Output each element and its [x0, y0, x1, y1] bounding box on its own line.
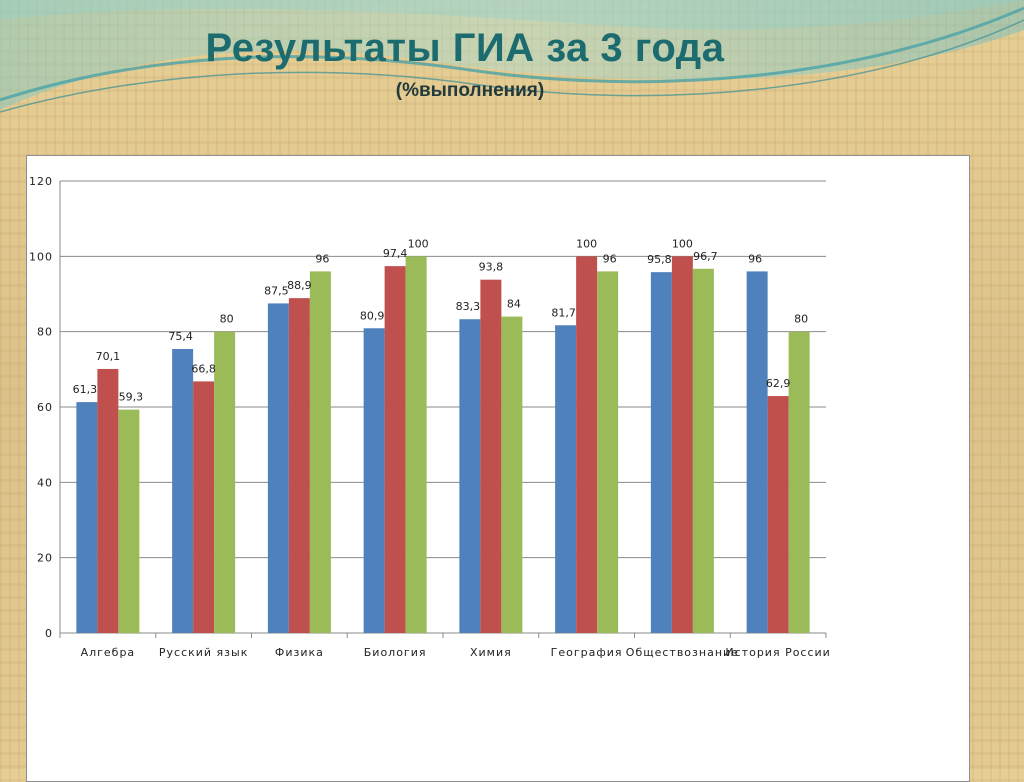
data-label: 100	[576, 237, 597, 250]
data-label: 80,9	[360, 309, 385, 322]
bar	[118, 409, 140, 633]
bar	[309, 271, 331, 633]
data-label: 83,3	[456, 300, 481, 313]
data-label: 95,8	[647, 253, 672, 266]
x-category-label: География	[551, 646, 623, 659]
bar	[76, 402, 98, 633]
data-label: 70,1	[96, 350, 121, 363]
data-label: 97,4	[383, 247, 408, 260]
bar	[788, 331, 810, 633]
y-tick-label: 100	[29, 250, 53, 263]
y-tick-label: 20	[37, 552, 53, 565]
page-title: Результаты ГИА за 3 года	[205, 26, 725, 70]
bar	[555, 325, 577, 633]
bar-chart: 0 20 40 60 80 100 120 61,3 75,4 87,5 80,9 83,3 81,7 9…	[29, 175, 830, 659]
x-category-label: Биология	[364, 646, 427, 659]
bar	[650, 272, 672, 633]
data-label: 96	[748, 252, 762, 265]
chart-area: 0 20 40 60 80 100 120 61,3 75,4 87,5 80,9 83,3 81,7 9…	[26, 155, 970, 782]
x-category-label: Физика	[275, 646, 324, 659]
data-label: 96	[315, 252, 329, 265]
bar	[193, 381, 215, 633]
bar	[767, 396, 789, 633]
bar	[576, 256, 598, 633]
decorative-swoosh	[0, 0, 1024, 113]
bar	[172, 348, 194, 633]
bar	[597, 271, 619, 633]
bar	[214, 331, 236, 633]
data-label: 66,8	[191, 362, 216, 375]
y-tick-label: 60	[37, 401, 53, 414]
bar	[97, 368, 119, 633]
data-label: 88,9	[287, 279, 312, 292]
x-category-label: Обществознание	[626, 646, 739, 659]
y-tick-label: 40	[37, 476, 53, 489]
x-category-label: История России	[725, 646, 830, 659]
y-tick-label: 120	[29, 175, 53, 188]
y-tick-label: 0	[45, 627, 53, 640]
x-category-label: Химия	[470, 646, 512, 659]
page-subtitle: (%выполнения)	[395, 80, 545, 101]
data-label: 100	[672, 237, 693, 250]
bar	[405, 256, 427, 633]
data-label: 96	[603, 252, 617, 265]
data-label: 80	[794, 313, 808, 326]
bar	[746, 271, 768, 633]
data-label: 87,5	[264, 284, 289, 297]
data-label: 75,4	[168, 330, 193, 343]
x-category-label: Русский язык	[159, 646, 248, 659]
y-tick-label: 80	[37, 326, 53, 339]
data-label: 62,9	[766, 377, 791, 390]
data-label: 61,3	[73, 383, 98, 396]
bar	[501, 316, 523, 633]
x-category-label: Алгебра	[81, 646, 136, 659]
bar	[480, 279, 502, 633]
data-label: 100	[408, 237, 429, 250]
data-label: 59,3	[119, 391, 144, 404]
bar	[671, 256, 693, 633]
data-label: 84	[507, 298, 521, 311]
data-label: 80	[220, 313, 234, 326]
data-label: 93,8	[479, 261, 504, 274]
data-label: 96,7	[693, 250, 718, 263]
data-label: 81,7	[551, 306, 576, 319]
bar	[384, 266, 406, 633]
bar	[267, 303, 289, 633]
bar	[288, 298, 310, 633]
bar	[692, 268, 714, 633]
bar	[363, 328, 385, 633]
bar	[459, 319, 481, 633]
